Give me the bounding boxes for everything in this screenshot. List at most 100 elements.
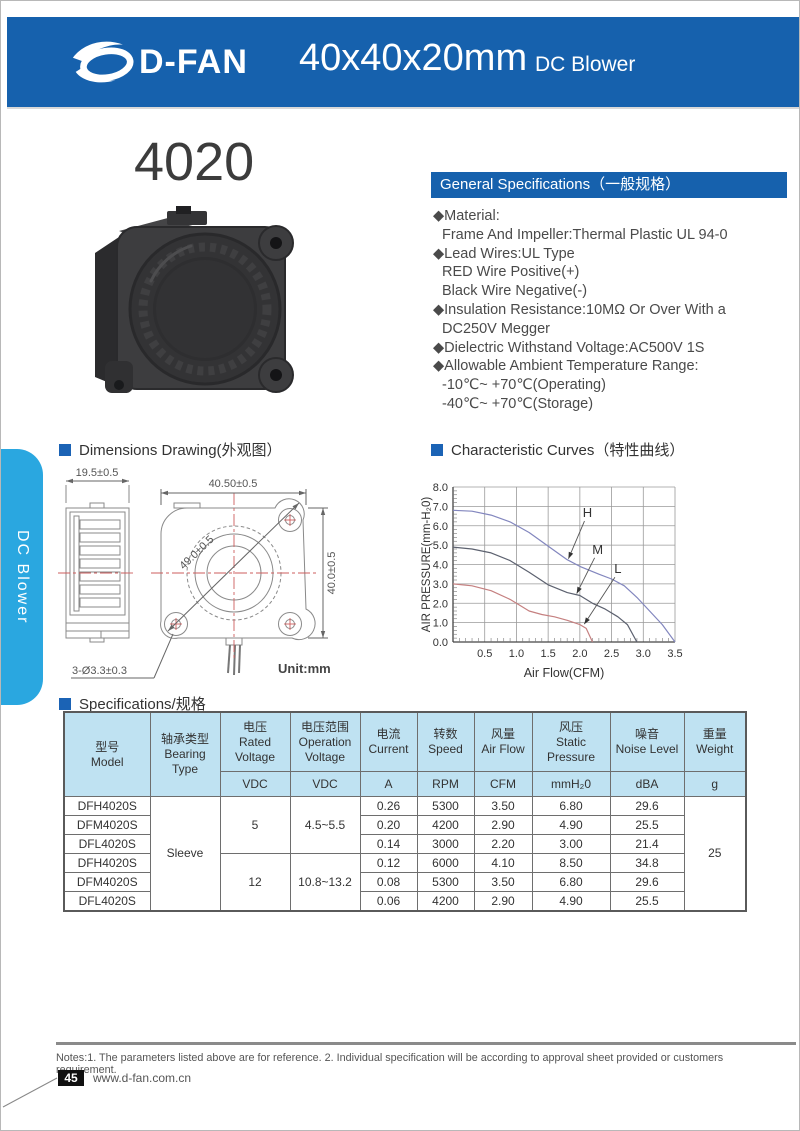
cell-current: 0.26 — [359, 796, 418, 816]
col-header-current: 电流 Current — [359, 711, 418, 772]
cell-weight: 25 — [683, 796, 747, 911]
cell-air-flow: 3.50 — [473, 796, 533, 816]
cell-noise: 25.5 — [609, 891, 685, 911]
unit-weight: g — [683, 771, 747, 797]
dim-front-height: 40.0±0.5 — [326, 552, 338, 595]
x-tick-label: 2.5 — [604, 648, 619, 660]
cell-rated-voltage-12: 12 — [219, 853, 291, 911]
x-tick-label: 2.0 — [572, 648, 587, 660]
annotation-arrowhead — [584, 617, 590, 625]
cell-noise: 34.8 — [609, 853, 685, 873]
unit-rated-voltage: VDC — [219, 771, 291, 797]
cell-current: 0.20 — [359, 815, 418, 835]
curve-label-H: H — [583, 505, 592, 520]
spec-line: DC250V Megger — [442, 320, 550, 337]
cell-model: DFL4020S — [63, 834, 151, 854]
cell-current: 0.06 — [359, 891, 418, 911]
dim-diagonal: 49.0±0.5 — [177, 534, 216, 572]
col-header-rated-voltage: 电压 Rated Voltage — [219, 711, 291, 772]
dim-holes: 3-Ø3.3±0.3 — [72, 665, 127, 677]
cell-model: DFM4020S — [63, 815, 151, 835]
brand-logo: D-FAN — [71, 35, 248, 89]
cell-air-flow: 2.20 — [473, 834, 533, 854]
x-tick-label: 3.5 — [667, 648, 682, 660]
col-header-noise: 噪音 Noise Level — [609, 711, 685, 772]
cell-pressure: 8.50 — [531, 853, 611, 873]
cell-current: 0.12 — [359, 853, 418, 873]
cell-speed: 5300 — [416, 872, 475, 892]
y-tick-label: 1.0 — [433, 618, 448, 630]
unit-label: Unit:mm — [278, 661, 331, 676]
col-header-model: 型号 Model — [63, 711, 151, 797]
table-row: DFM4020S 0.20 4200 2.90 4.90 25.5 — [63, 815, 746, 835]
x-tick-label: 1.5 — [540, 648, 555, 660]
spec-line: ◆Lead Wires:UL Type — [433, 245, 575, 262]
y-tick-label: 4.0 — [433, 560, 448, 572]
table-row: DFH4020S 12 10.8~13.2 0.12 6000 4.10 8.5… — [63, 853, 746, 911]
spec-line: ◆Dielectric Withstand Voltage:AC500V 1S — [433, 339, 705, 356]
unit-current: A — [359, 771, 418, 797]
cell-air-flow: 4.10 — [473, 853, 533, 873]
side-view — [65, 478, 130, 643]
col-header-bearing: 轴承类型 Bearing Type — [149, 711, 221, 797]
unit-noise: dBA — [609, 771, 685, 797]
cell-speed: 4200 — [416, 815, 475, 835]
cell-speed: 4200 — [416, 891, 475, 911]
curves-section-title: Characteristic Curves（特性曲线） — [431, 439, 684, 460]
model-number: 4020 — [134, 132, 255, 192]
dimension-lines — [71, 489, 328, 679]
side-tab-dc-blower: DC Blower — [1, 449, 43, 705]
spec-line: ◆Material: — [433, 208, 500, 224]
cell-air-flow: 2.90 — [473, 891, 533, 911]
cell-pressure: 4.90 — [531, 891, 611, 911]
characteristic-curves-chart: 0.5 1.0 1.5 2.0 2.5 3.0 3.5 0.0 1.0 2.0 3.0 4.0 5.0 6… — [421, 482, 683, 680]
table-row: DFL4020S 0.14 3000 2.20 3.00 21.4 — [63, 834, 746, 854]
cell-air-flow: 3.50 — [473, 872, 533, 892]
y-tick-label: 3.0 — [433, 579, 448, 591]
table-section-title: Specifications/规格 — [59, 693, 206, 714]
cell-speed: 5300 — [416, 796, 475, 816]
front-view — [160, 498, 316, 676]
unit-operation-voltage: VDC — [289, 771, 361, 797]
spec-line: RED Wire Positive(+) — [442, 264, 580, 281]
y-tick-label: 7.0 — [433, 501, 448, 513]
curve-L — [452, 583, 594, 643]
cell-rated-voltage-5: 5 — [219, 796, 291, 854]
y-tick-label: 0.0 — [433, 637, 448, 649]
cell-operation-voltage-5: 4.5~5.5 — [289, 796, 361, 854]
cell-speed: 3000 — [416, 834, 475, 854]
spec-line: -10℃~ +70℃(Operating) — [442, 377, 606, 394]
x-axis-title: Air Flow(CFM) — [524, 666, 605, 680]
curve-M — [452, 546, 638, 643]
general-specs-list: ◆Material: Frame And Impeller:Thermal Pl… — [433, 207, 793, 414]
cell-model: DFH4020S — [63, 853, 151, 873]
x-tick-label: 3.0 — [636, 648, 651, 660]
cell-noise: 25.5 — [609, 815, 685, 835]
cell-air-flow: 2.90 — [473, 815, 533, 835]
cell-pressure: 6.80 — [531, 796, 611, 816]
cell-pressure: 6.80 — [531, 872, 611, 892]
header-bar: D-FAN 40x40x20mm DC Blower — [7, 17, 799, 109]
dimensions-drawing: 19.5±0.5 40.50±0.5 40.0±0.5 49.0±0.5 3-Ø… — [58, 467, 338, 679]
cell-current: 0.08 — [359, 872, 418, 892]
cell-operation-voltage-12: 10.8~13.2 — [289, 853, 361, 911]
x-tick-label: 1.0 — [509, 648, 524, 660]
spec-line: Black Wire Negative(-) — [442, 283, 588, 300]
cell-noise: 29.6 — [609, 872, 685, 892]
unit-speed: RPM — [416, 771, 475, 797]
website-link: www.d-fan.com.cn — [93, 1071, 192, 1085]
cell-pressure: 3.00 — [531, 834, 611, 854]
specifications-table: 型号 Model 轴承类型 Bearing Type 电压 Rated Volt… — [63, 711, 747, 912]
col-header-speed: 转数 Speed — [416, 711, 475, 772]
col-header-operation-voltage: 电压范围 Operation Voltage — [289, 711, 361, 772]
cell-model: DFL4020S — [63, 891, 151, 911]
general-specs-header: General Specifications（一般规格） — [431, 172, 787, 198]
dimensions-section-title: Dimensions Drawing(外观图） — [59, 439, 282, 460]
table-row: DFM4020S 0.08 5300 3.50 6.80 29.6 — [63, 872, 746, 892]
footer-rule — [56, 1042, 796, 1045]
cell-speed: 6000 — [416, 853, 475, 873]
corner-line — [2, 1077, 58, 1108]
curve-label-L: L — [614, 561, 621, 576]
cell-model: DFM4020S — [63, 872, 151, 892]
dim-front-width: 40.50±0.5 — [209, 478, 258, 490]
